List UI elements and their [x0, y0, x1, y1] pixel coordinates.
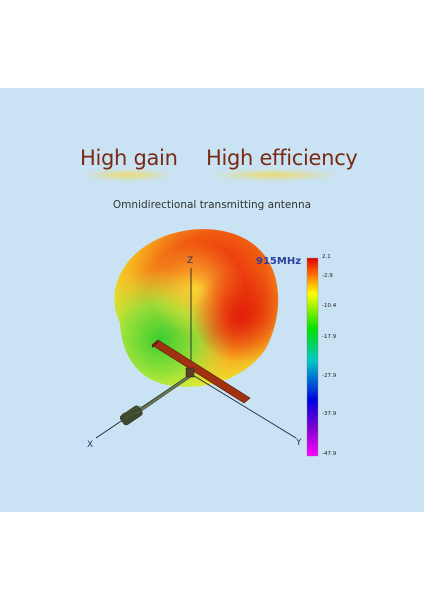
- headline-high-efficiency: High efficiency: [206, 146, 358, 170]
- colorbar-tick: 2.1: [322, 254, 331, 260]
- colorbar-tick: -2.9: [322, 273, 333, 279]
- headline-left-glow: [80, 170, 176, 180]
- colorbar-tick: -10.4: [322, 303, 337, 309]
- subtitle: Omnidirectional transmitting antenna: [112, 199, 312, 211]
- radiation-pattern-blob: [114, 229, 279, 387]
- colorbar-tick: -47.9: [322, 451, 337, 457]
- y-axis-label: Y: [296, 438, 302, 448]
- headline-high-gain: High gain: [80, 146, 178, 170]
- content-panel: High gain High efficiency Omnidirectiona…: [0, 88, 424, 512]
- z-axis-label: Z: [187, 256, 194, 266]
- colorbar-tick: -27.9: [322, 373, 337, 379]
- radiation-pattern-diagram: [95, 229, 319, 457]
- colorbar-tick: -37.9: [322, 411, 337, 417]
- antenna-model: [119, 339, 251, 426]
- frequency-label: 915MHz: [256, 256, 302, 267]
- headline-right-glow: [206, 170, 342, 180]
- x-axis-label: X: [87, 440, 94, 450]
- y-axis: [190, 373, 297, 439]
- colorbar-tick: -17.9: [322, 334, 337, 340]
- colorbar-gradient: [306, 257, 319, 457]
